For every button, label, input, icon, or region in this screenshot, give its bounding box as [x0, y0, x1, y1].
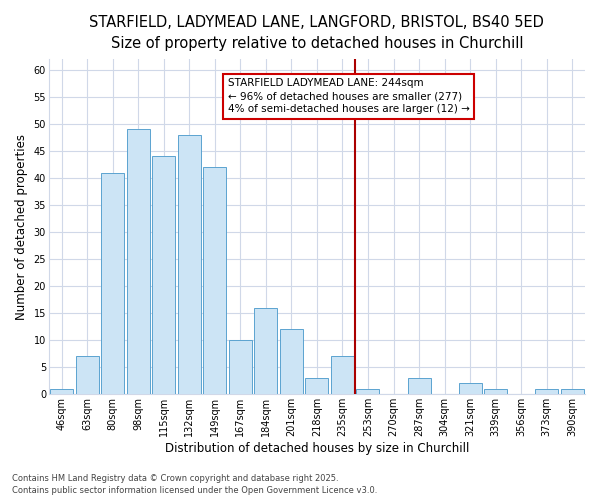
Bar	[229, 340, 252, 394]
Y-axis label: Number of detached properties: Number of detached properties	[15, 134, 28, 320]
X-axis label: Distribution of detached houses by size in Churchill: Distribution of detached houses by size …	[165, 442, 469, 455]
Bar	[152, 156, 175, 394]
Bar	[178, 135, 201, 394]
Bar	[101, 172, 124, 394]
Bar	[203, 167, 226, 394]
Text: STARFIELD LADYMEAD LANE: 244sqm
← 96% of detached houses are smaller (277)
4% of: STARFIELD LADYMEAD LANE: 244sqm ← 96% of…	[227, 78, 469, 114]
Text: Contains HM Land Registry data © Crown copyright and database right 2025.
Contai: Contains HM Land Registry data © Crown c…	[12, 474, 377, 495]
Bar	[356, 389, 379, 394]
Bar	[305, 378, 328, 394]
Bar	[458, 384, 482, 394]
Bar	[535, 389, 558, 394]
Bar	[50, 389, 73, 394]
Bar	[280, 330, 303, 394]
Bar	[407, 378, 431, 394]
Title: STARFIELD, LADYMEAD LANE, LANGFORD, BRISTOL, BS40 5ED
Size of property relative : STARFIELD, LADYMEAD LANE, LANGFORD, BRIS…	[89, 15, 544, 51]
Bar	[331, 356, 354, 395]
Bar	[76, 356, 98, 395]
Bar	[254, 308, 277, 394]
Bar	[561, 389, 584, 394]
Bar	[484, 389, 507, 394]
Bar	[127, 130, 149, 394]
